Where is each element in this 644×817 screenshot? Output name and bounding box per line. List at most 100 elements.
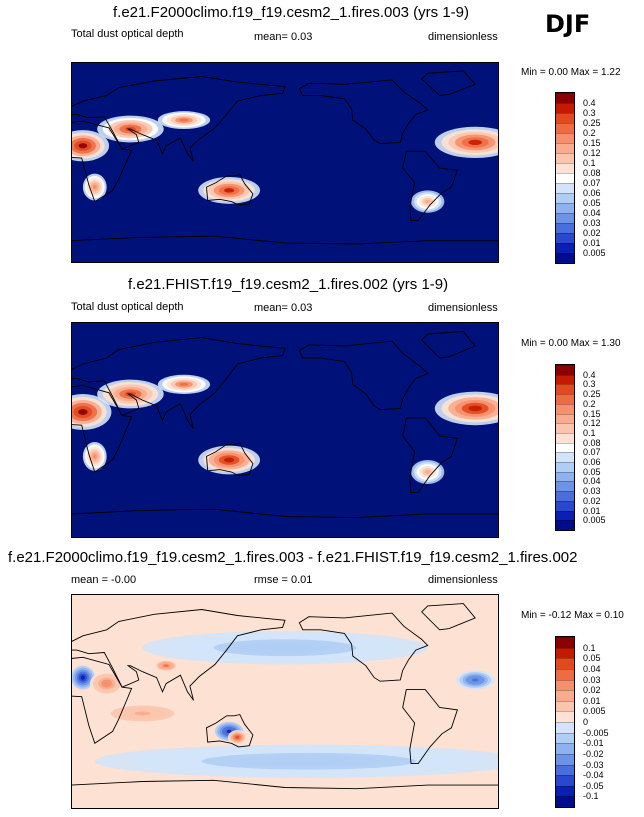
coastline [421,331,476,359]
colorbar-tick-label: -0.01 [583,738,604,749]
panel-3-map [71,594,499,809]
colorbar-swatch [556,432,574,443]
colorbar-tick-label: -0.1 [583,791,599,802]
coastline [402,150,459,222]
panel-2-title: f.e21.FHIST.f19_f19.cesm2_1.fires.002 (y… [128,276,449,293]
colorbar-swatch [556,700,574,712]
colorbar-tick-label: 0.05 [583,198,601,208]
colorbar-swatch [556,764,574,776]
colorbar-tick-label: 0.15 [583,138,601,148]
colorbar-tick-label: 0.07 [583,178,601,188]
field-contour [80,675,85,680]
coastline [71,235,499,263]
colorbar-tick-label: 0.005 [583,706,606,717]
field-contour [179,118,189,122]
field-contour [78,143,88,149]
colorbar-swatch [556,500,574,511]
panel-3-minmax: Min = -0.12 Max = 0.10 [521,610,624,621]
panel-1-title: f.e21.F2000climo.f19_f19.cesm2_1.fires.0… [113,4,470,21]
colorbar-tick-label: 0.01 [583,238,601,248]
colorbar-swatch [556,193,574,203]
colorbar-tick-label: 0.04 [583,476,601,487]
colorbar-swatch [556,743,574,754]
field-contour [235,736,240,739]
coastline [71,508,499,538]
colorbar-tick-label: 0.04 [583,663,601,674]
field-contour [472,678,479,682]
coastline [71,120,133,203]
colorbar-swatch [556,732,574,744]
coastline [206,174,254,206]
colorbar-swatch [556,637,574,648]
colorbar-swatch [556,203,574,213]
colorbar-tick-label: 0.4 [583,98,596,108]
field-contour [424,470,431,474]
colorbar-tick-label: 0.04 [583,208,601,218]
panel-1-variable: Total dust optical depth [71,28,184,40]
colorbar-swatch [556,785,574,797]
colorbar-tick-label: 0.03 [583,486,601,497]
map-frame [71,594,499,809]
colorbar-tick-label: 0.3 [583,108,596,118]
colorbar-tick-label: 0.12 [583,148,601,158]
colorbar-tick-label: 0.005 [583,515,606,526]
colorbar-tick-label: 0.06 [583,188,601,198]
panel-1-units: dimensionless [428,31,498,43]
colorbar-swatch [556,365,574,375]
colorbar-tick-label: 0.01 [583,695,601,706]
coastline [402,689,458,765]
colorbar-swatch [556,658,574,669]
map-background [71,322,499,538]
coastline [71,609,286,701]
colorbar-swatch [556,403,574,414]
panel-1-minmax: Min = 0.00 Max = 1.22 [521,67,621,78]
colorbar-swatch [556,775,574,786]
coastline [421,70,476,96]
colorbar-swatch [556,394,574,404]
coastline [206,714,254,748]
colorbar-swatch [556,679,574,691]
colorbar-swatch [556,153,574,163]
colorbar-tick-label: -0.04 [583,770,604,781]
colorbar-tick-label: -0.02 [583,748,604,759]
coastline [298,340,429,411]
coastline [71,385,133,473]
field-contour [226,729,232,733]
map-frame [71,62,499,263]
map-background [71,62,499,263]
coastline [71,76,286,162]
coastline [71,779,499,809]
field-contour [468,139,482,146]
colorbar-tick-label: 0.2 [583,128,596,138]
field-contour [261,644,309,651]
field-contour [92,184,97,190]
colorbar-tick-label: 0.12 [583,418,601,429]
panel-3-units: dimensionless [428,574,498,586]
panel-2-variable: Total dust optical depth [71,301,184,313]
field-contour [273,758,345,765]
colorbar-swatch [556,253,574,263]
colorbar-swatch [556,462,574,472]
colorbar-swatch [556,103,574,113]
coastline [71,656,133,745]
colorbar-swatch [556,133,574,143]
coastline [298,612,429,682]
colorbar-tick-label: 0.08 [583,168,601,178]
panel-3-rmse: rmse = 0.01 [254,574,313,586]
panel-3-mean: mean = -0.00 [71,574,137,586]
field-contour [78,409,88,415]
colorbar-swatch [556,113,574,123]
field-contour [103,681,110,686]
panel-2-colorbar: 0.4 0.3 0.25 0.2 0.15 0.12 0.1 0.08 0.07 0.06 0.05… [555,364,606,531]
colorbar-swatch [556,223,574,233]
panel-1-mean: mean= 0.03 [254,31,313,43]
colorbar-tick-label: 0.2 [583,398,596,409]
field-contour [424,199,431,204]
colorbar-swatch [556,442,574,453]
colorbar-swatch [556,93,574,103]
colorbar-tick-label: 0.02 [583,685,601,696]
colorbar-swatch [556,213,574,223]
colorbar-swatch [556,243,574,253]
colorbar-swatch [556,520,574,530]
field-contour [468,405,482,412]
